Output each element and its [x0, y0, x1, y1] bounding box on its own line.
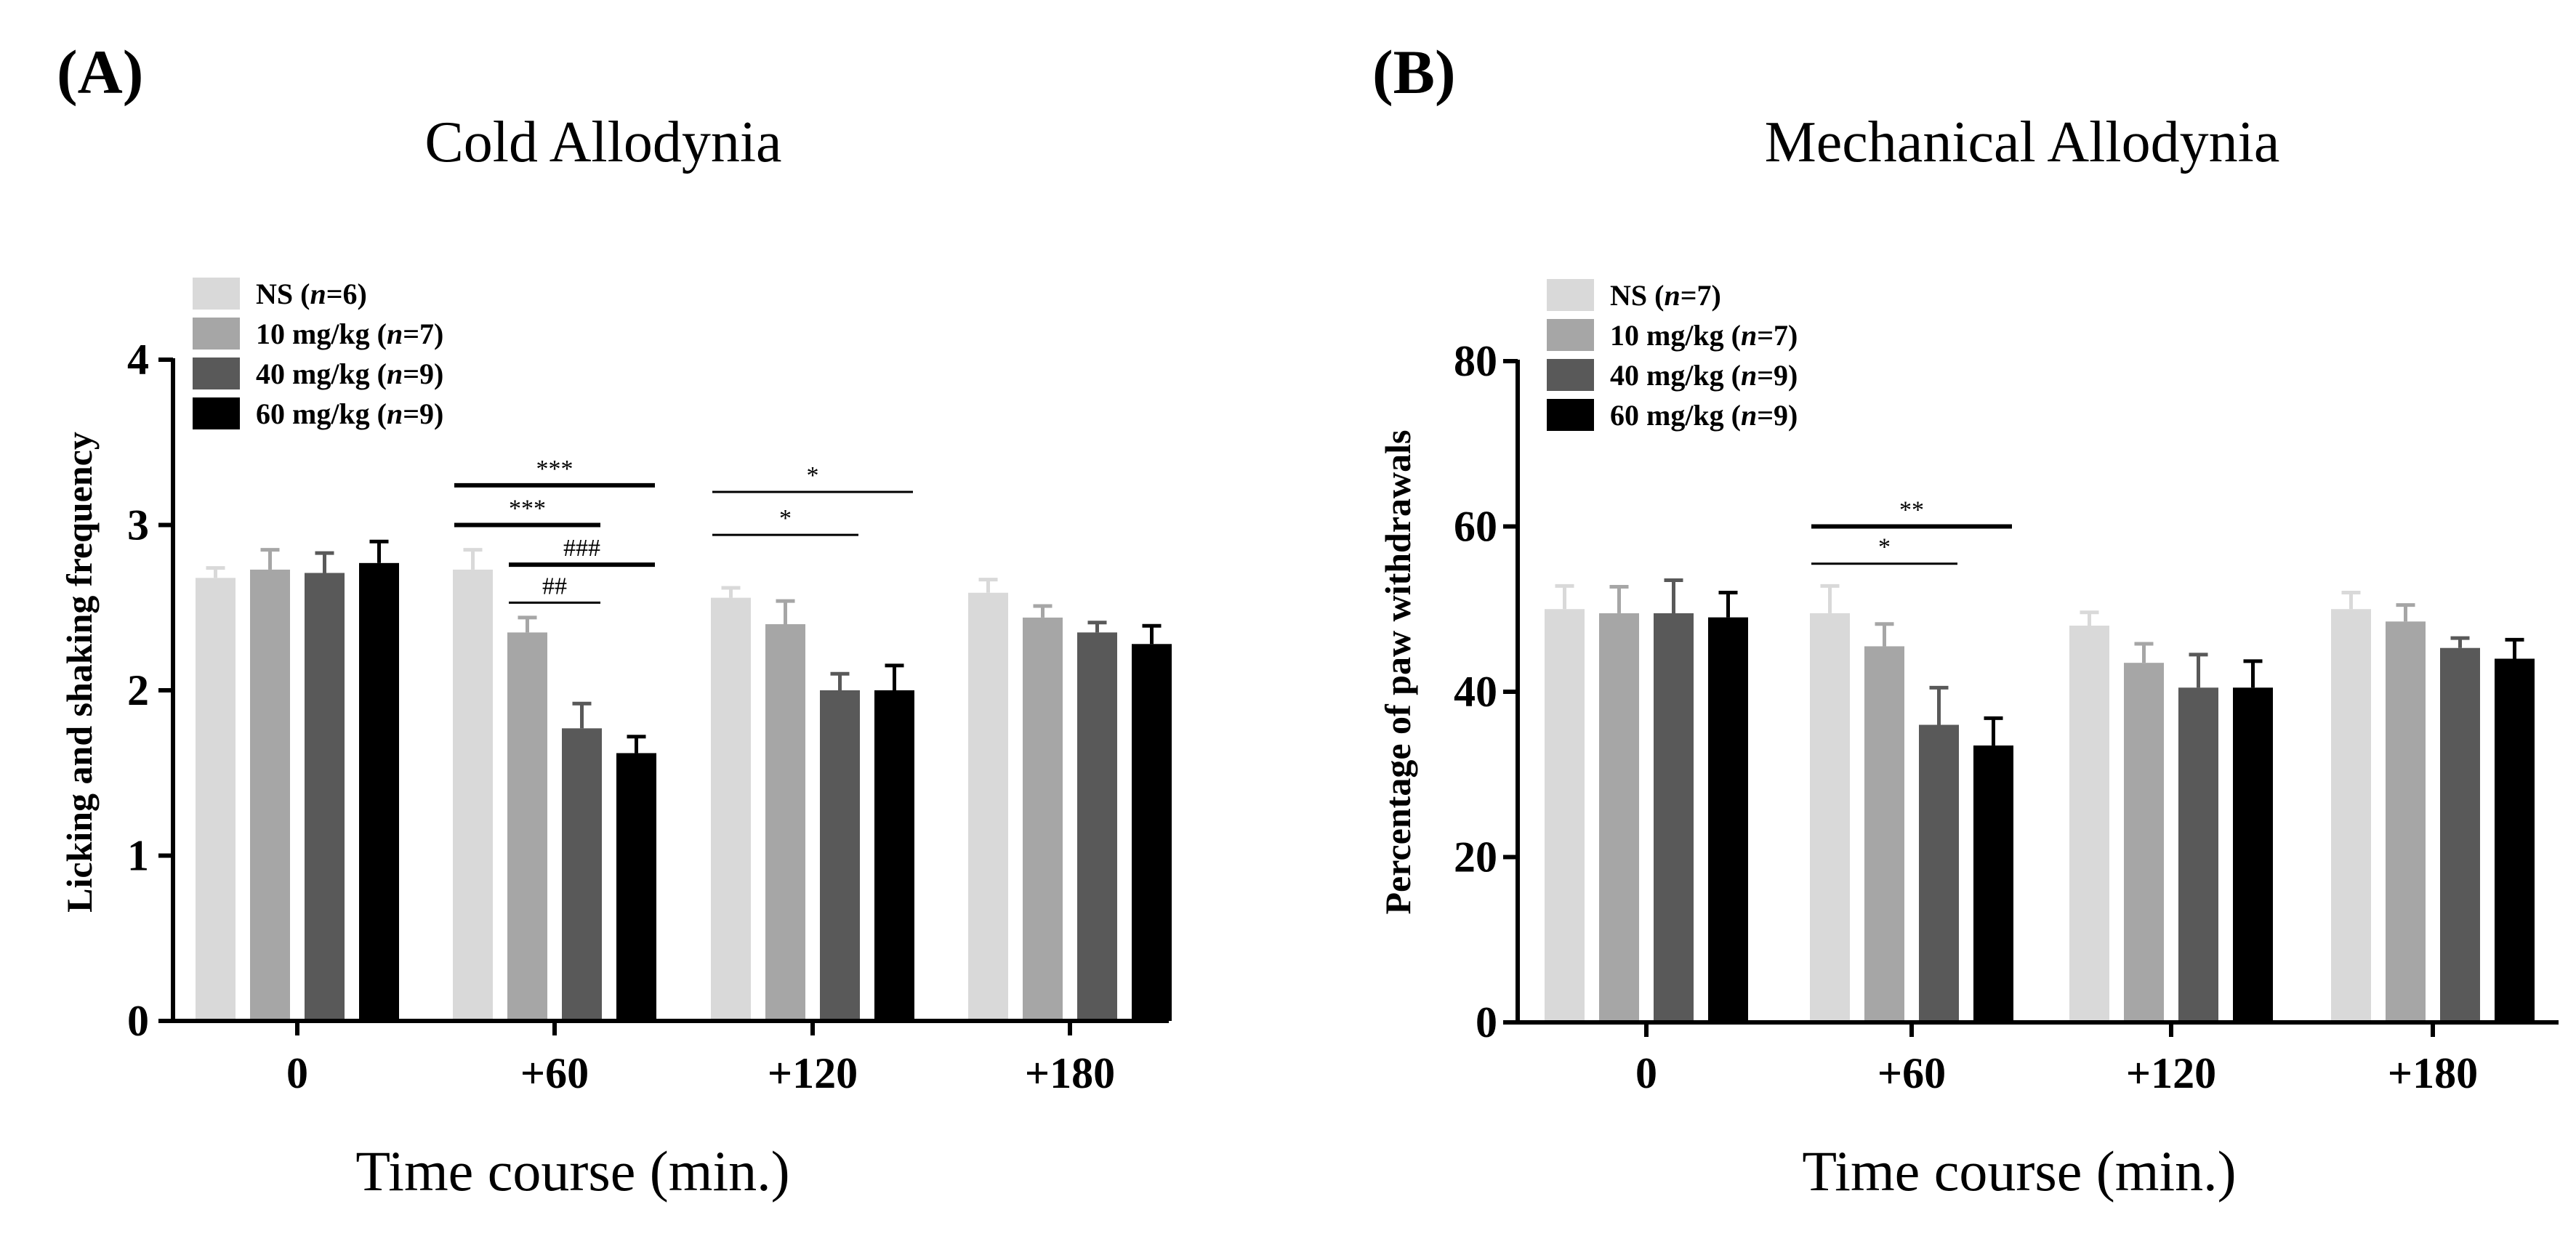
significance-label: ***	[509, 496, 546, 522]
x-tick-label: 0	[286, 1049, 308, 1097]
x-tick-label: +180	[2388, 1049, 2478, 1097]
legend-swatch	[193, 397, 240, 429]
bar	[616, 753, 656, 1021]
bar	[1023, 617, 1063, 1021]
legend-label: 60 mg/kg (n=9)	[1610, 399, 1798, 432]
bar	[1973, 745, 2013, 1022]
y-tick-label: 60	[1454, 503, 1497, 551]
panel-a: (A) Cold Allodynia Licking and shaking fre…	[57, 37, 1172, 1203]
significance-label: ***	[536, 456, 573, 482]
y-tick-label: 2	[127, 666, 149, 714]
significance-label: *	[807, 462, 819, 489]
bar	[1810, 613, 1850, 1022]
legend-label: 10 mg/kg (n=7)	[256, 318, 443, 350]
y-tick-label: 40	[1454, 668, 1497, 716]
legend-label: 60 mg/kg (n=9)	[256, 397, 443, 430]
significance-label: ###	[563, 535, 600, 562]
x-tick-label: 0	[1635, 1049, 1657, 1097]
y-tick-label: 3	[127, 501, 149, 549]
legend-swatch	[1547, 279, 1594, 311]
legend-swatch	[193, 358, 240, 389]
bar	[2233, 687, 2273, 1022]
x-axis-label: Time course (min.)	[1802, 1139, 2236, 1203]
y-axis-label: Percentage of paw withdrawals	[1377, 429, 1418, 914]
bar	[562, 728, 602, 1021]
bar	[359, 562, 399, 1021]
y-tick-label: 4	[127, 336, 149, 384]
significance-label: *	[1878, 534, 1891, 561]
x-tick-label: +60	[1877, 1049, 1946, 1097]
y-tick-label: 80	[1454, 337, 1497, 385]
x-axis-label: Time course (min.)	[355, 1139, 789, 1203]
panel-b: (B) Mechanical Allodynia Percentage of paw…	[1372, 37, 2559, 1203]
bar	[2386, 621, 2426, 1022]
bar	[874, 690, 914, 1021]
bar	[1919, 724, 1959, 1022]
legend-label: 10 mg/kg (n=7)	[1610, 319, 1798, 352]
bar	[1654, 613, 1694, 1022]
bar	[305, 573, 345, 1021]
panel-label: (A)	[57, 37, 143, 107]
bar	[1708, 617, 1748, 1022]
bar	[1545, 609, 1585, 1022]
legend-swatch	[193, 278, 240, 310]
bar	[250, 569, 290, 1021]
x-tick-label: +120	[2126, 1049, 2216, 1097]
bar	[1864, 646, 1904, 1022]
bar	[453, 569, 493, 1021]
legend-swatch	[1547, 399, 1594, 431]
significance-label: **	[1899, 497, 1924, 524]
y-axis-label: Licking and shaking frequency	[59, 432, 100, 913]
bar	[2069, 626, 2109, 1022]
x-tick-label: +60	[520, 1049, 589, 1097]
bar	[2331, 609, 2371, 1022]
bar	[507, 632, 547, 1021]
legend-label: 40 mg/kg (n=9)	[1610, 359, 1798, 392]
bar	[1599, 613, 1639, 1022]
legend-label: 40 mg/kg (n=9)	[256, 358, 443, 390]
x-tick-label: +120	[768, 1049, 858, 1097]
y-tick-label: 1	[127, 832, 149, 880]
significance-label: ##	[542, 573, 567, 599]
bar	[820, 690, 860, 1021]
legend-swatch	[1547, 319, 1594, 351]
bar	[2178, 687, 2218, 1022]
bar	[2124, 663, 2164, 1022]
x-tick-label: +180	[1025, 1049, 1115, 1097]
legend-swatch	[1547, 359, 1594, 391]
significance-label: *	[779, 505, 792, 532]
panel-label: (B)	[1372, 37, 1456, 107]
bar	[196, 578, 236, 1021]
bar	[2440, 647, 2480, 1022]
bar	[1132, 644, 1172, 1021]
y-tick-label: 0	[127, 997, 149, 1045]
legend-label: NS (n=6)	[256, 278, 367, 310]
bar	[1077, 632, 1117, 1021]
bar	[968, 592, 1008, 1021]
legend-label: NS (n=7)	[1610, 279, 1721, 312]
bar	[711, 597, 751, 1021]
y-tick-label: 20	[1454, 833, 1497, 881]
y-tick-label: 0	[1476, 998, 1497, 1046]
chart-title: Cold Allodynia	[424, 110, 781, 174]
bar	[2495, 658, 2535, 1022]
bar	[765, 624, 805, 1021]
legend-swatch	[193, 318, 240, 350]
chart-title: Mechanical Allodynia	[1765, 110, 2280, 174]
